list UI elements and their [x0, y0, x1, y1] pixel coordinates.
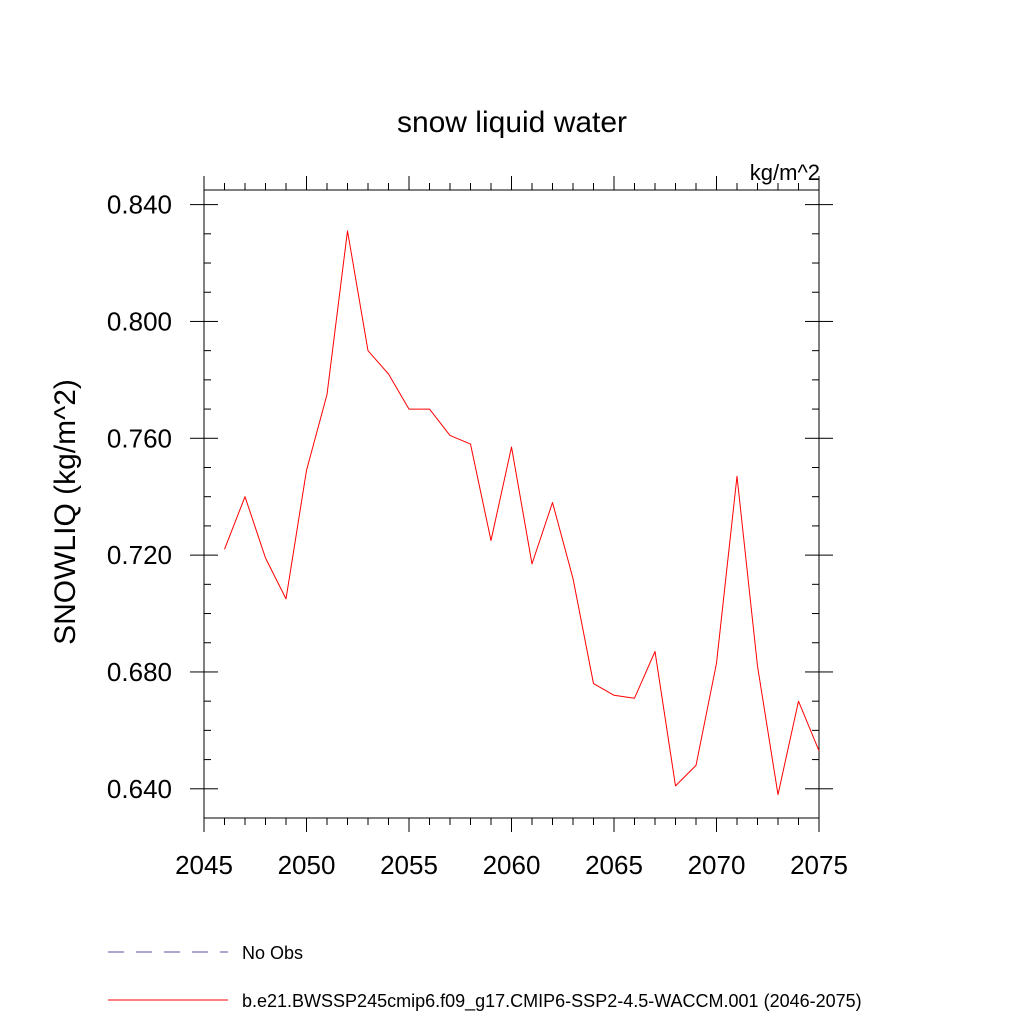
y-axis-ticks: 0.640 0.680 0.720 0.760 0.800 0.840	[107, 190, 833, 819]
y-axis-label: SNOWLIQ (kg/m^2)	[49, 379, 82, 645]
y-tick-label: 0.800	[107, 306, 172, 336]
x-tick-label: 2050	[278, 850, 336, 880]
series-line	[224, 230, 820, 796]
y-tick-label: 0.720	[107, 540, 172, 570]
y-tick-label: 0.640	[107, 774, 172, 804]
plot-frame	[203, 189, 820, 819]
y-tick-label: 0.680	[107, 657, 172, 687]
y-tick-label: 0.760	[107, 423, 172, 453]
plot-lines	[224, 230, 820, 796]
legend-label: b.e21.BWSSP245cmip6.f09_g17.CMIP6-SSP2-4…	[242, 991, 862, 1012]
y-tick-label: 0.840	[107, 190, 172, 220]
legend: No Obs b.e21.BWSSP245cmip6.f09_g17.CMIP6-…	[108, 943, 862, 1012]
x-tick-label: 2075	[790, 850, 848, 880]
legend-label: No Obs	[242, 943, 303, 963]
axes	[203, 189, 820, 819]
x-tick-label: 2065	[585, 850, 643, 880]
chart-title: snow liquid water	[397, 106, 627, 139]
x-axis-ticks: 2045 2050 2055 2060 2065 2070 2075	[175, 176, 848, 880]
x-tick-label: 2060	[483, 850, 541, 880]
x-tick-label: 2070	[688, 850, 746, 880]
x-tick-label: 2055	[380, 850, 438, 880]
x-tick-label: 2045	[175, 850, 233, 880]
units-label: kg/m^2	[750, 160, 820, 185]
